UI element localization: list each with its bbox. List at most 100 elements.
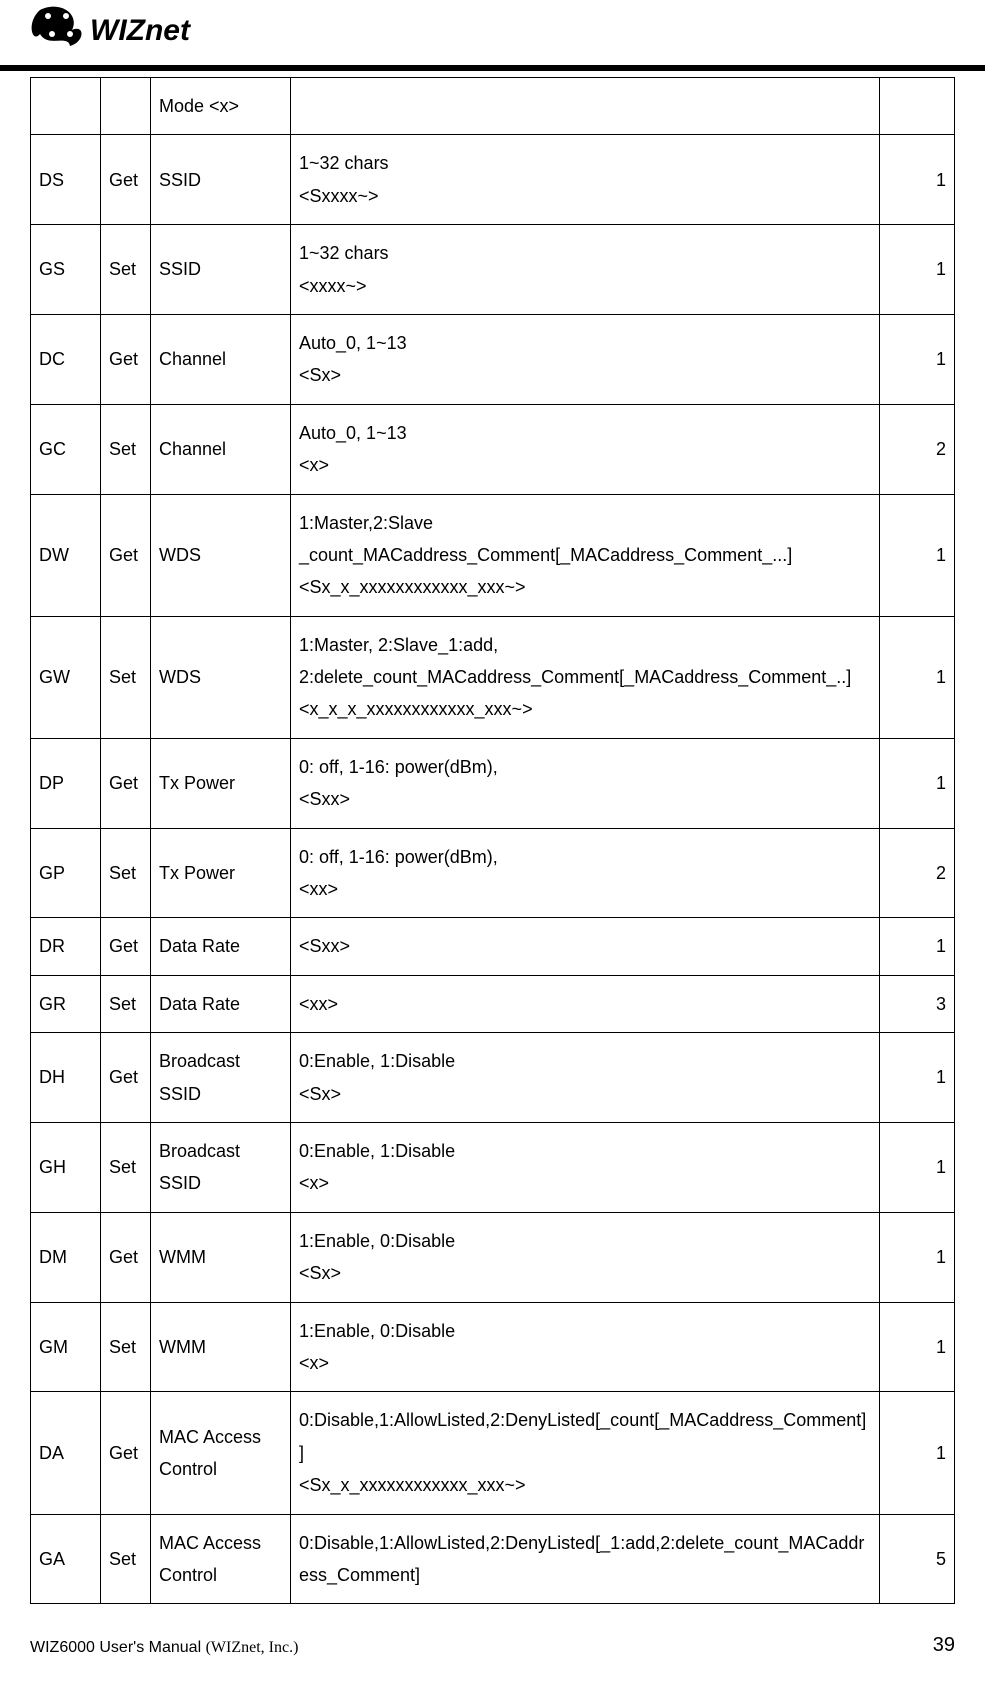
cell-desc: <Sxx> — [291, 918, 880, 975]
cell-op: Set — [101, 828, 151, 918]
cell-param: Data Rate — [151, 918, 291, 975]
svg-text:WIZnet: WIZnet — [90, 14, 192, 47]
cell-desc: 1~32 chars<xxxx~> — [291, 225, 880, 315]
cell-desc: 1:Enable, 0:Disable<Sx> — [291, 1212, 880, 1302]
cell-count: 1 — [880, 1302, 955, 1392]
cell-param: Tx Power — [151, 828, 291, 918]
cell-count: 1 — [880, 616, 955, 738]
cell-op: Get — [101, 1212, 151, 1302]
cell-count: 1 — [880, 135, 955, 225]
cell-desc: 1:Master, 2:Slave_1:add,2:delete_count_M… — [291, 616, 880, 738]
cell-param: SSID — [151, 135, 291, 225]
cell-code: GM — [31, 1302, 101, 1392]
footer-page-number: 39 — [933, 1634, 955, 1657]
cell-desc: <xx> — [291, 975, 880, 1032]
cell-code: GS — [31, 225, 101, 315]
cell-count: 1 — [880, 314, 955, 404]
cell-desc: 1:Enable, 0:Disable<x> — [291, 1302, 880, 1392]
cell-count: 1 — [880, 225, 955, 315]
cell-desc: 0:Disable,1:AllowListed,2:DenyListed[_co… — [291, 1392, 880, 1514]
cell-count: 1 — [880, 1033, 955, 1123]
cell-code: GH — [31, 1122, 101, 1212]
cell-param: WDS — [151, 494, 291, 616]
cell-param: Channel — [151, 404, 291, 494]
cell-op — [101, 78, 151, 135]
table-row: GSSetSSID1~32 chars<xxxx~>1 — [31, 225, 955, 315]
cell-op: Set — [101, 616, 151, 738]
cell-op: Get — [101, 1392, 151, 1514]
cell-op: Set — [101, 1302, 151, 1392]
cell-op: Set — [101, 1122, 151, 1212]
cell-param: Broadcast SSID — [151, 1033, 291, 1123]
footer-manual: WIZ6000 User's Manual — [30, 1639, 201, 1656]
table-row: GMSetWMM1:Enable, 0:Disable<x>1 — [31, 1302, 955, 1392]
cell-desc: Auto_0, 1~13<x> — [291, 404, 880, 494]
table-row: DAGetMAC Access Control0:Disable,1:Allow… — [31, 1392, 955, 1514]
cell-count: 5 — [880, 1514, 955, 1604]
cell-code: DA — [31, 1392, 101, 1514]
cell-code: GC — [31, 404, 101, 494]
cell-desc: Auto_0, 1~13<Sx> — [291, 314, 880, 404]
cell-param: WMM — [151, 1212, 291, 1302]
cell-op: Set — [101, 1514, 151, 1604]
cell-desc — [291, 78, 880, 135]
table-row: DPGetTx Power0: off, 1-16: power(dBm),<S… — [31, 738, 955, 828]
cell-desc: 0:Enable, 1:Disable<Sx> — [291, 1033, 880, 1123]
cell-desc: 1:Master,2:Slave_count_MACaddress_Commen… — [291, 494, 880, 616]
cell-code: GR — [31, 975, 101, 1032]
cell-op: Get — [101, 918, 151, 975]
cell-op: Set — [101, 975, 151, 1032]
cell-code — [31, 78, 101, 135]
cell-code: DC — [31, 314, 101, 404]
cell-op: Get — [101, 738, 151, 828]
cell-count: 1 — [880, 1392, 955, 1514]
table-row: DRGetData Rate<Sxx>1 — [31, 918, 955, 975]
wiznet-logo: WIZnet — [30, 0, 220, 60]
cell-count: 3 — [880, 975, 955, 1032]
cell-code: GA — [31, 1514, 101, 1604]
cell-param: MAC Access Control — [151, 1392, 291, 1514]
cell-param: WMM — [151, 1302, 291, 1392]
cell-desc: 0:Disable,1:AllowListed,2:DenyListed[_1:… — [291, 1514, 880, 1604]
cell-code: DR — [31, 918, 101, 975]
table-row: GHSetBroadcast SSID0:Enable, 1:Disable<x… — [31, 1122, 955, 1212]
cell-op: Set — [101, 404, 151, 494]
cell-code: GW — [31, 616, 101, 738]
cell-count: 2 — [880, 404, 955, 494]
cell-code: DH — [31, 1033, 101, 1123]
table-row: DHGetBroadcast SSID0:Enable, 1:Disable<S… — [31, 1033, 955, 1123]
cell-desc: 0:Enable, 1:Disable<x> — [291, 1122, 880, 1212]
cell-param: Mode <x> — [151, 78, 291, 135]
cell-op: Set — [101, 225, 151, 315]
table-row: GPSetTx Power0: off, 1-16: power(dBm),<x… — [31, 828, 955, 918]
footer-left: WIZ6000 User's Manual (WIZnet, Inc.) — [30, 1639, 298, 1657]
cell-count: 1 — [880, 1212, 955, 1302]
cell-param: Broadcast SSID — [151, 1122, 291, 1212]
cell-op: Get — [101, 135, 151, 225]
cell-count: 1 — [880, 1122, 955, 1212]
table-row: DCGetChannelAuto_0, 1~13<Sx>1 — [31, 314, 955, 404]
cell-count: 2 — [880, 828, 955, 918]
cell-code: DP — [31, 738, 101, 828]
cell-param: Data Rate — [151, 975, 291, 1032]
table-row: DWGetWDS1:Master,2:Slave_count_MACaddres… — [31, 494, 955, 616]
table-row: DSGetSSID1~32 chars<Sxxxx~>1 — [31, 135, 955, 225]
cell-count: 1 — [880, 494, 955, 616]
cell-op: Get — [101, 314, 151, 404]
header-logo-bar: WIZnet — [0, 0, 985, 71]
footer-company: (WIZnet, Inc.) — [206, 1639, 299, 1656]
cell-op: Get — [101, 1033, 151, 1123]
table-row: GCSetChannelAuto_0, 1~13<x>2 — [31, 404, 955, 494]
cell-count — [880, 78, 955, 135]
cell-param: Channel — [151, 314, 291, 404]
cell-code: DW — [31, 494, 101, 616]
table-row: DMGetWMM1:Enable, 0:Disable<Sx>1 — [31, 1212, 955, 1302]
cell-param: MAC Access Control — [151, 1514, 291, 1604]
cell-code: GP — [31, 828, 101, 918]
cell-code: DM — [31, 1212, 101, 1302]
page-footer: WIZ6000 User's Manual (WIZnet, Inc.) 39 — [30, 1634, 955, 1657]
cell-desc: 0: off, 1-16: power(dBm),<xx> — [291, 828, 880, 918]
cell-param: WDS — [151, 616, 291, 738]
cell-count: 1 — [880, 918, 955, 975]
cell-op: Get — [101, 494, 151, 616]
